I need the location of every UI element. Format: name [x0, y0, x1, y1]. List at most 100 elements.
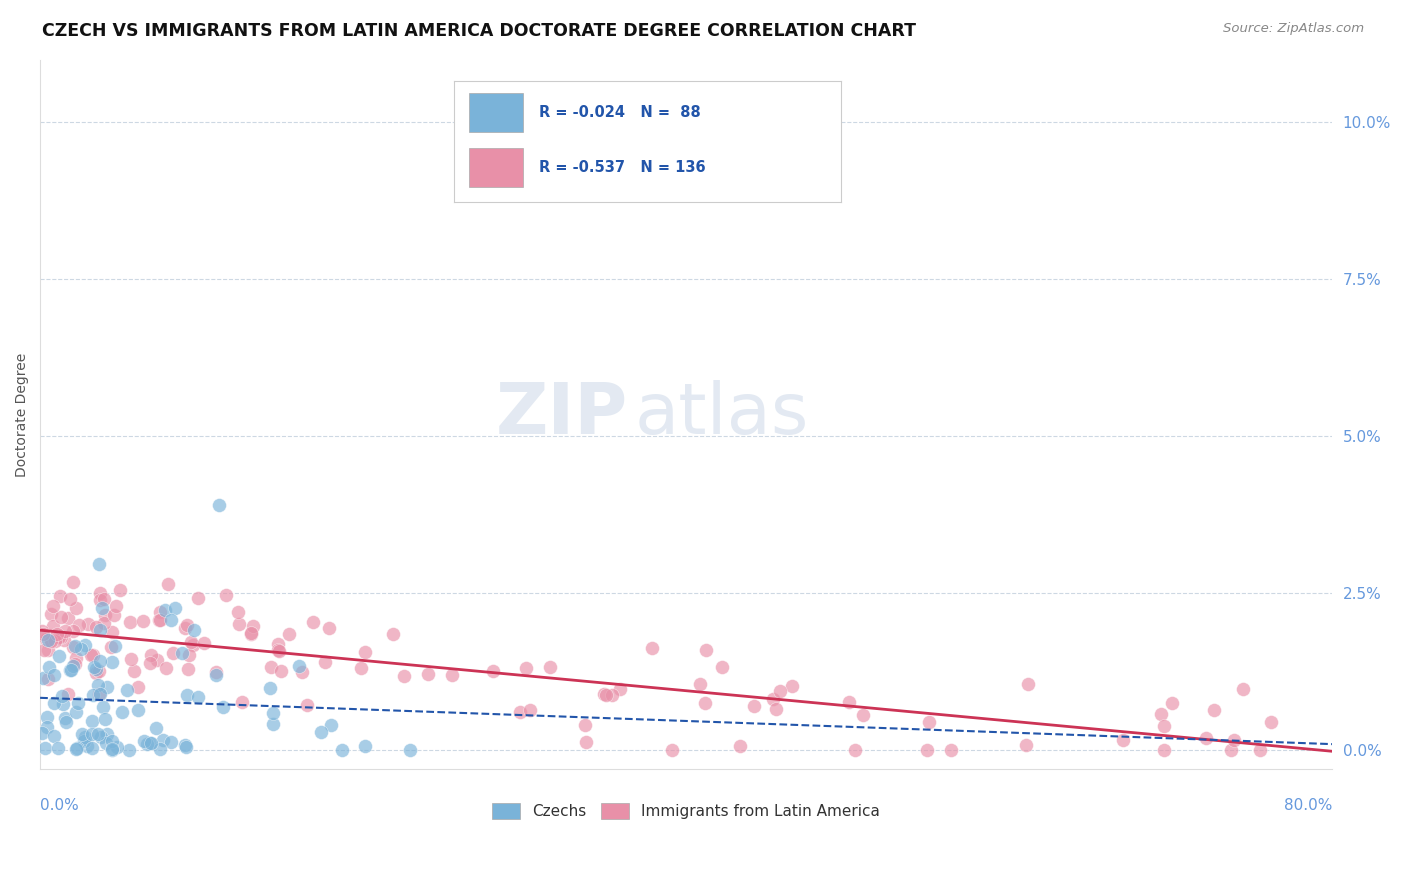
Point	[91, 700, 114, 714]
Point	[695, 643, 717, 657]
Point	[215, 588, 238, 602]
Point	[89, 592, 111, 607]
Point	[141, 735, 163, 749]
Point	[163, 601, 186, 615]
Point	[710, 659, 733, 673]
Point	[53, 624, 76, 638]
Point	[39, 607, 62, 622]
Point	[267, 643, 290, 657]
Point	[941, 743, 963, 757]
Point	[103, 607, 125, 622]
Point	[67, 618, 90, 632]
Point	[136, 737, 159, 751]
Point	[661, 743, 683, 757]
Point	[574, 718, 596, 732]
Point	[176, 618, 198, 632]
Point	[46, 741, 69, 756]
Point	[231, 695, 253, 709]
Point	[82, 688, 104, 702]
Point	[89, 687, 111, 701]
Point	[314, 655, 336, 669]
Point	[76, 739, 98, 754]
Point	[240, 627, 263, 641]
Point	[1161, 696, 1184, 710]
Point	[37, 643, 59, 657]
Point	[65, 742, 87, 756]
Point	[35, 720, 58, 734]
Point	[1232, 681, 1254, 696]
Point	[1223, 732, 1246, 747]
Point	[515, 660, 537, 674]
Point	[242, 618, 264, 632]
Point	[350, 661, 373, 675]
Point	[742, 699, 765, 714]
Point	[32, 627, 55, 641]
Point	[31, 624, 53, 638]
Point	[101, 743, 124, 757]
Point	[84, 666, 107, 681]
Point	[170, 646, 193, 660]
Point	[1153, 719, 1175, 733]
Point	[1150, 707, 1173, 722]
Point	[319, 718, 342, 732]
Point	[187, 591, 209, 606]
Point	[59, 592, 82, 607]
Point	[49, 630, 72, 644]
Point	[205, 668, 228, 682]
Point	[226, 605, 249, 619]
Point	[111, 705, 134, 719]
Point	[1015, 738, 1038, 752]
Point	[155, 660, 177, 674]
Point	[260, 660, 283, 674]
Point	[1249, 743, 1271, 757]
Point	[148, 613, 170, 627]
Point	[39, 634, 62, 648]
Point	[482, 664, 505, 678]
Point	[262, 706, 284, 720]
Point	[1111, 732, 1133, 747]
Point	[65, 600, 87, 615]
Point	[87, 678, 110, 692]
Point	[93, 712, 115, 726]
Point	[83, 660, 105, 674]
Point	[267, 637, 290, 651]
Point	[55, 714, 77, 729]
Point	[173, 738, 195, 752]
Point	[91, 601, 114, 615]
Point	[96, 680, 118, 694]
Point	[780, 679, 803, 693]
Point	[62, 640, 84, 654]
Point	[75, 730, 97, 744]
Point	[852, 708, 875, 723]
Point	[56, 611, 79, 625]
Y-axis label: Doctorate Degree: Doctorate Degree	[15, 352, 30, 476]
Point	[101, 734, 124, 748]
Point	[120, 652, 142, 666]
Point	[65, 650, 87, 665]
Point	[127, 680, 149, 694]
Point	[42, 696, 65, 710]
Point	[84, 662, 107, 676]
Point	[277, 627, 299, 641]
Point	[918, 714, 941, 729]
Point	[330, 742, 353, 756]
Point	[381, 626, 404, 640]
Point	[56, 687, 79, 701]
Point	[399, 743, 422, 757]
Point	[41, 618, 63, 632]
Point	[174, 621, 197, 635]
Point	[160, 734, 183, 748]
Point	[65, 706, 87, 720]
Point	[915, 743, 938, 757]
Point	[55, 711, 77, 725]
Point	[31, 671, 53, 685]
Point	[295, 698, 318, 713]
Point	[105, 740, 128, 755]
Point	[37, 672, 59, 686]
Point	[228, 617, 250, 632]
Point	[174, 740, 197, 755]
Point	[52, 697, 75, 711]
Point	[354, 645, 377, 659]
Point	[66, 741, 89, 756]
Point	[132, 734, 155, 748]
